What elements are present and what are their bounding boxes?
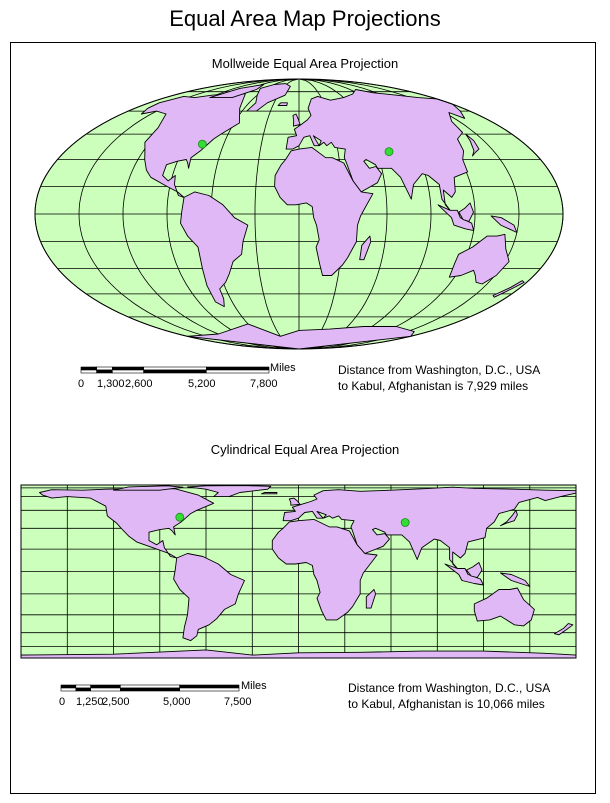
cylindrical-scale-segment-top — [75, 684, 91, 689]
cylindrical-distance-note: Distance from Washington, D.C., USA to K… — [348, 680, 550, 712]
cylindrical-land-greenland — [187, 485, 272, 498]
mollweide-meridian-line — [254, 78, 300, 350]
mollweide-land-south-america — [180, 191, 249, 308]
cylindrical-land-africa — [271, 518, 378, 621]
cylindrical-land-north-america — [39, 487, 215, 559]
mollweide-scale-segment-bottom — [80, 369, 97, 374]
page-title: Equal Area Map Projections — [169, 6, 441, 31]
cylindrical-land — [20, 485, 577, 659]
mollweide-scale-tick: 2,600 — [125, 378, 153, 390]
mollweide-land-antarctica — [186, 323, 415, 350]
mollweide-distance-line1: Distance from Washington, D.C., USA — [338, 363, 541, 377]
mollweide-scale-tick: 7,800 — [250, 378, 278, 390]
mollweide-scale-segment-top — [143, 366, 207, 371]
cylindrical-scale-segment-top — [90, 684, 121, 689]
mollweide-land-africa — [274, 146, 374, 276]
mollweide-scale-tick: 0 — [78, 378, 85, 390]
cylindrical-city-marker — [400, 518, 410, 527]
cylindrical-scale-segment-top — [120, 684, 180, 689]
cylindrical-scale-segment-bottom — [120, 687, 180, 692]
mollweide-scale-segment-top — [112, 366, 144, 371]
mollweide-scale-segment-bottom — [96, 369, 113, 374]
cylindrical-scale-tick: 2,500 — [102, 696, 130, 708]
cylindrical-land-madagascar — [365, 589, 377, 609]
mollweide-scale-segment-bottom — [143, 369, 207, 374]
mollweide-scale-segment-bottom — [206, 369, 270, 374]
cylindrical-scale-tick: 1,250 — [76, 696, 104, 708]
cylindrical-land-eurasia — [282, 486, 577, 571]
mollweide-map[interactable] — [34, 78, 564, 350]
cylindrical-scale-tick: 5,000 — [163, 696, 191, 708]
mollweide-scale-tick: 1,300 — [97, 378, 125, 390]
cylindrical-scale-segment-bottom — [60, 687, 77, 692]
mollweide-land-australia — [448, 233, 510, 285]
cylindrical-city-marker — [175, 512, 185, 522]
cylindrical-distance-line2: to Kabul, Afghanistan is 10,066 miles — [348, 697, 545, 711]
cylindrical-land-iceland — [261, 492, 278, 495]
mollweide-land-indonesia — [437, 204, 475, 232]
mollweide-land-new-guinea — [490, 215, 518, 233]
cylindrical-land-british-isles — [288, 497, 301, 506]
mollweide-land-north-america — [140, 92, 246, 198]
cylindrical-map-title: Cylindrical Equal Area Projection — [210, 442, 400, 457]
cylindrical-scale-tick: 0 — [59, 696, 66, 708]
mollweide-land-new-zealand — [492, 280, 525, 298]
cylindrical-outline — [20, 484, 577, 659]
cylindrical-distance-line1: Distance from Washington, D.C., USA — [348, 681, 551, 695]
mollweide-land-borneo — [458, 202, 474, 222]
cylindrical-land-new-zealand — [553, 623, 574, 636]
mollweide-land-madagascar — [359, 235, 372, 261]
mollweide-scale-segment-top — [96, 366, 113, 371]
mollweide-land-iceland — [277, 102, 288, 106]
mollweide-city-marker — [384, 147, 394, 157]
cylindrical-scale-segment-bottom — [90, 687, 121, 692]
mollweide-land-japan — [465, 133, 480, 157]
mollweide-land-eurasia — [285, 89, 469, 213]
cylindrical-land-indonesia — [444, 563, 484, 586]
mollweide-land — [140, 83, 525, 350]
mollweide-scale-segment-bottom — [112, 369, 144, 374]
cylindrical-land-arctic-islands — [113, 485, 184, 491]
cylindrical-land-new-guinea — [500, 572, 531, 587]
cylindrical-scale-segment-bottom — [179, 687, 240, 692]
cylindrical-scale-segment-bottom — [75, 687, 91, 692]
cylindrical-scale-segment-top — [60, 684, 77, 689]
mollweide-outline — [34, 78, 564, 350]
cylindrical-map[interactable] — [20, 484, 577, 659]
cylindrical-land-japan — [500, 509, 518, 527]
cylindrical-scale-segment-top — [179, 684, 240, 689]
mollweide-land-arctic-islands — [209, 84, 265, 99]
cylindrical-scale-bar — [60, 684, 240, 692]
mollweide-scale-bar — [80, 366, 270, 374]
mollweide-scale-segment-top — [80, 366, 97, 371]
mollweide-distance-note: Distance from Washington, D.C., USA to K… — [338, 362, 540, 394]
cylindrical-scale-units: Miles — [241, 680, 267, 692]
mollweide-scale-tick: 5,200 — [188, 378, 216, 390]
mollweide-land-greenland — [246, 83, 291, 112]
mollweide-scale-units: Miles — [270, 362, 296, 374]
mollweide-scale-segment-top — [206, 366, 270, 371]
cylindrical-land-south-america — [173, 553, 245, 642]
mollweide-land-british-isles — [292, 113, 301, 127]
mollweide-map-title: Mollweide Equal Area Projection — [211, 56, 399, 71]
mollweide-city-marker — [197, 139, 207, 149]
cylindrical-land-australia — [473, 587, 535, 627]
cylindrical-scale-tick: 7,500 — [224, 696, 252, 708]
cylindrical-land-borneo — [466, 562, 483, 578]
mollweide-distance-line2: to Kabul, Afghanistan is 7,929 miles — [338, 379, 529, 393]
layout-frame — [10, 42, 596, 794]
